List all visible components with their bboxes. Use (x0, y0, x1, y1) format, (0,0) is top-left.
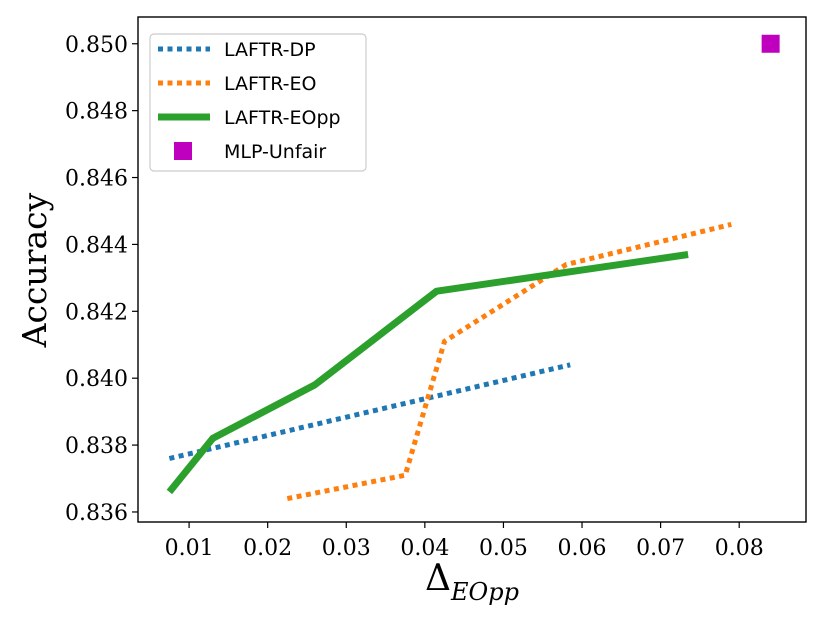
plot-frame (137, 16, 807, 523)
x-tick-label-2: 0.03 (322, 536, 371, 561)
y-tick-label-1: 0.838 (65, 434, 128, 459)
legend-items: LAFTR-DP LAFTR-EO LAFTR-EOpp MLP-Unfair (158, 39, 341, 163)
legend: LAFTR-DP LAFTR-EO LAFTR-EOpp MLP-Unfair (149, 33, 367, 172)
legend-label-0: LAFTR-DP (224, 39, 316, 61)
y-tick-label-2: 0.840 (65, 367, 128, 392)
y-tick-label-3: 0.842 (65, 300, 128, 325)
series-3-point-0 (761, 34, 780, 53)
x-tick-label-1: 0.02 (243, 536, 292, 561)
x-axis-label-subscript: EOpp (450, 578, 519, 606)
series-1-line (286, 221, 732, 502)
series-0-line (168, 362, 571, 461)
y-tick-label-7: 0.850 (65, 33, 128, 58)
x-tick-label-5: 0.06 (558, 536, 607, 561)
x-tick-label-7: 0.08 (715, 536, 764, 561)
ticks-layer: 0.01 0.02 0.03 0.04 0.05 0.06 0.07 0.08 0.836 0.8… (65, 33, 764, 561)
y-axis-label: Accuracy (15, 192, 54, 348)
x-tick-label-4: 0.05 (479, 536, 528, 561)
legend-label-1: LAFTR-EO (224, 73, 316, 95)
x-tick-label-3: 0.04 (400, 536, 449, 561)
y-tick-label-4: 0.844 (65, 233, 128, 258)
legend-label-2: LAFTR-EOpp (224, 107, 341, 129)
y-tick-label-5: 0.846 (65, 167, 128, 192)
legend-box (149, 33, 367, 172)
legend-label-3: MLP-Unfair (224, 141, 326, 163)
series-layer (166, 34, 780, 502)
x-tick-label-0: 0.01 (165, 536, 214, 561)
y-tick-label-6: 0.848 (65, 100, 128, 125)
y-tick-label-0: 0.836 (65, 501, 128, 526)
legend-swatch-3 (174, 142, 192, 160)
x-axis-label-main: Δ (425, 558, 451, 599)
x-tick-label-6: 0.07 (636, 536, 685, 561)
x-axis-label: ΔEOpp (425, 558, 519, 606)
series-2-line (166, 251, 689, 495)
